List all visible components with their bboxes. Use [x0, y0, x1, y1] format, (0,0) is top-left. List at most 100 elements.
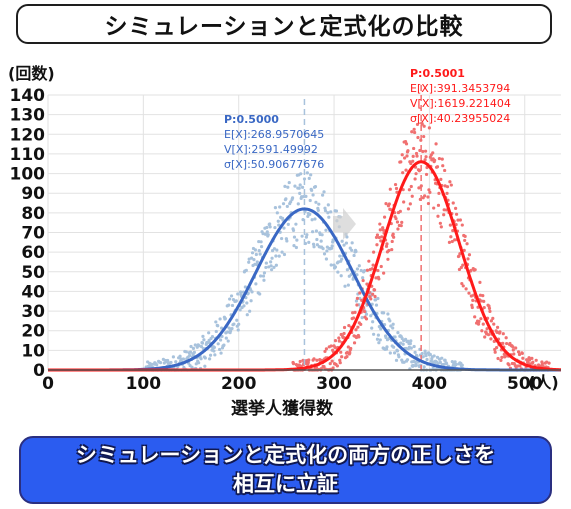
data-point	[340, 239, 344, 243]
data-point	[351, 311, 355, 315]
data-point	[486, 333, 491, 337]
data-point	[190, 365, 194, 369]
data-point	[407, 188, 411, 192]
data-point	[230, 303, 235, 308]
data-point	[242, 304, 246, 308]
data-point	[229, 294, 234, 298]
data-point	[487, 306, 492, 310]
data-point	[200, 341, 205, 345]
data-point	[361, 276, 365, 280]
data-point	[357, 335, 361, 339]
data-point	[483, 335, 487, 339]
x-tick-label: 300	[316, 374, 352, 394]
data-point	[263, 232, 267, 236]
data-point	[248, 309, 252, 313]
data-point	[291, 228, 296, 233]
data-point	[312, 357, 316, 361]
data-point	[297, 186, 301, 190]
data-point	[392, 351, 397, 355]
data-point	[352, 341, 357, 345]
data-point	[521, 356, 525, 360]
data-point	[330, 244, 334, 248]
data-point	[428, 155, 432, 159]
data-point	[379, 264, 383, 269]
data-point	[355, 267, 360, 271]
x-tick-label: 0	[42, 374, 54, 394]
data-point	[326, 211, 330, 215]
data-point	[378, 222, 382, 226]
data-point	[362, 309, 367, 314]
data-point	[423, 194, 427, 198]
x-tick-label: 100	[126, 374, 162, 394]
data-point	[300, 234, 304, 238]
data-point	[479, 299, 483, 303]
data-point	[289, 200, 293, 204]
data-point	[402, 200, 406, 204]
y-tick-label: 60	[21, 243, 45, 263]
data-point	[292, 244, 296, 248]
y-tick-label: 110	[10, 145, 46, 165]
data-point	[306, 214, 310, 219]
data-point	[355, 296, 360, 301]
data-point	[473, 315, 477, 319]
stat-annotation: E[X]:268.9570645	[224, 128, 324, 141]
data-point	[356, 325, 360, 329]
data-point	[422, 124, 426, 128]
data-point	[259, 240, 263, 244]
data-point	[333, 338, 338, 343]
data-point	[443, 168, 447, 173]
data-point	[282, 252, 287, 257]
data-point	[399, 224, 403, 228]
data-point	[304, 235, 308, 239]
data-point	[449, 235, 453, 239]
data-point	[382, 311, 386, 315]
data-point	[265, 225, 269, 230]
data-point	[501, 332, 505, 336]
data-point	[498, 330, 502, 334]
data-point	[460, 363, 464, 367]
data-point	[158, 361, 163, 365]
data-point	[364, 317, 369, 321]
data-point	[438, 360, 442, 364]
data-point	[219, 351, 223, 355]
data-point	[323, 349, 327, 354]
data-point	[398, 209, 402, 213]
data-point	[422, 134, 426, 139]
data-point	[338, 254, 342, 258]
data-point	[207, 331, 211, 335]
data-point	[376, 268, 380, 273]
data-point	[281, 202, 286, 206]
data-point	[442, 213, 446, 217]
data-point	[399, 341, 403, 345]
data-point	[375, 243, 379, 247]
data-point	[150, 362, 154, 366]
x-axis-title: 選挙人獲得数	[231, 398, 334, 419]
data-point	[294, 222, 298, 226]
data-point	[369, 297, 373, 301]
data-point	[531, 360, 535, 364]
data-point	[495, 325, 500, 329]
data-point	[269, 268, 274, 272]
data-point	[375, 233, 380, 237]
data-point	[435, 165, 440, 169]
data-point	[212, 345, 216, 350]
data-point	[317, 202, 321, 206]
data-point	[262, 278, 266, 282]
data-point	[511, 348, 515, 352]
data-point	[346, 345, 350, 349]
data-point	[218, 317, 222, 321]
data-point	[259, 244, 264, 249]
data-point	[467, 291, 471, 295]
y-tick-label: 40	[21, 282, 45, 302]
data-point	[411, 159, 415, 163]
data-point	[540, 362, 544, 366]
data-point	[399, 160, 403, 164]
data-point	[459, 265, 463, 270]
data-point	[437, 191, 441, 195]
data-point	[427, 188, 431, 192]
data-point	[212, 349, 216, 353]
stat-annotation: σ[X]:50.90677676	[224, 158, 324, 171]
data-point	[268, 222, 272, 226]
y-tick-label: 130	[10, 106, 46, 126]
